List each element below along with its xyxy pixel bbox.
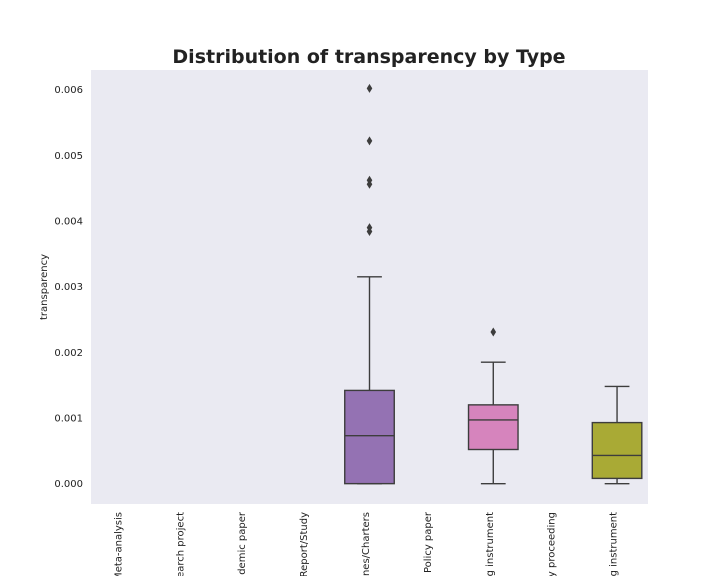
y-axis: 0.000 0.001 0.002 0.003 0.004 0.005 0.006 xyxy=(54,85,83,490)
x-tick-label: nes/Charters xyxy=(361,512,372,576)
x-tick-label: y proceeding xyxy=(547,512,558,576)
x-tick-label: Meta-analysis xyxy=(113,512,124,576)
box xyxy=(591,421,643,480)
outlier-point xyxy=(366,227,373,237)
x-tick-label: g instrument xyxy=(485,512,496,576)
y-axis-label: transparency xyxy=(39,254,50,320)
y-tick-label: 0.001 xyxy=(54,413,83,424)
x-tick-label: Policy paper xyxy=(423,511,434,573)
box-group xyxy=(344,83,395,485)
x-axis: Meta-analysis earch project demic paper Rep… xyxy=(113,511,619,576)
x-tick-label: demic paper xyxy=(237,511,248,575)
box-group xyxy=(591,385,643,485)
outlier-point xyxy=(366,83,373,93)
box xyxy=(344,389,395,485)
x-tick-label: g instrument xyxy=(609,512,620,576)
y-tick-label: 0.006 xyxy=(54,85,83,96)
x-tick-label: earch project xyxy=(175,512,186,576)
outlier-point xyxy=(366,179,373,189)
outlier-point xyxy=(490,327,497,337)
chart-title: Distribution of transparency by Type xyxy=(172,46,565,68)
outlier-point xyxy=(366,136,373,146)
box-group xyxy=(467,327,519,485)
boxes-layer xyxy=(344,83,643,485)
y-tick-label: 0.003 xyxy=(54,282,83,293)
y-tick-label: 0.005 xyxy=(54,151,83,162)
y-tick-label: 0.000 xyxy=(54,479,83,490)
box xyxy=(467,404,519,451)
y-tick-label: 0.004 xyxy=(54,217,83,228)
x-tick-label: Report/Study xyxy=(299,512,310,576)
y-tick-label: 0.002 xyxy=(54,348,83,359)
